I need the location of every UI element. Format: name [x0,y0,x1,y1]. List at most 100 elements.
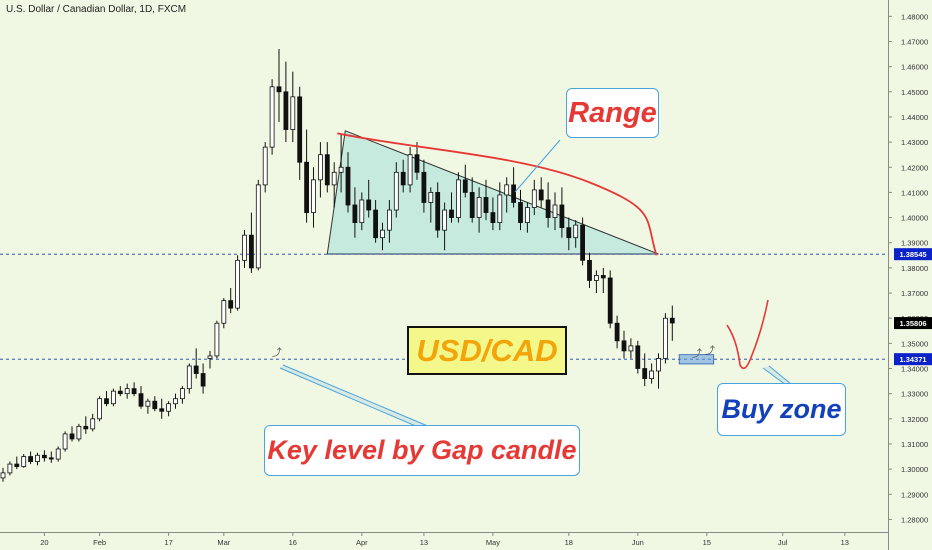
candle-body [338,166,344,173]
candle-body [587,259,592,281]
candle [504,177,510,213]
candle-body [207,355,213,359]
candle [393,162,399,218]
candle [462,164,468,198]
candle [476,187,482,233]
candle [386,199,392,243]
candle-body [200,373,206,387]
candle-body [490,212,496,224]
candle [483,179,489,221]
x-tick-label: 18 [565,538,573,547]
candle [428,187,434,223]
candle [235,255,241,311]
y-tick-label: 1.47000 [901,38,928,47]
y-tick-label: 1.45000 [901,88,928,97]
candle-body [304,161,310,213]
candle [669,305,675,341]
candle [28,451,34,465]
candle [138,386,144,409]
candle-body [525,207,530,224]
candle [283,61,289,143]
candle-body [83,425,89,430]
candle-body [255,184,261,269]
candle [290,71,296,143]
candle [42,450,47,462]
x-tick-label: Apr [356,538,368,547]
candle-body [104,398,109,405]
y-tick-label: 1.48000 [901,12,928,21]
candle-body [435,192,441,231]
candle [331,162,337,208]
range-callout: Range [566,88,659,138]
candle-body [607,277,613,324]
y-tick-label: 1.43000 [901,138,928,147]
candle [173,393,178,409]
candle-body [421,171,427,203]
candle [545,182,551,228]
gap-marker-icon: ⤴ [705,344,715,357]
candle [21,454,27,468]
candle-body [449,209,454,218]
candle-body [538,189,544,201]
y-tick-label: 1.35000 [901,339,928,348]
price-badge-label: 1.34371 [899,355,926,364]
candle [442,202,448,251]
candle-body [359,199,365,224]
candle [600,267,606,294]
candle [559,187,565,238]
candle [469,177,475,223]
gap-marker-icon: ⤴ [692,347,702,360]
candle-body [656,358,661,372]
x-tick-label: 13 [420,538,428,547]
candle-body [276,86,282,93]
candle [324,142,330,193]
candle [511,167,517,208]
candle-body [642,368,648,379]
candle [407,147,413,193]
candle [311,167,316,228]
x-tick-label: 15 [703,538,711,547]
candle [531,179,537,216]
y-tick-label: 1.29000 [901,490,928,499]
candle [214,320,220,359]
candle-body [442,209,448,231]
candle-body [76,425,82,440]
price-axis-area [888,0,932,550]
candle-body [283,91,289,130]
candle-body [62,433,68,450]
candle [345,152,351,213]
candle [490,197,496,231]
candle-body [179,388,185,400]
candle [449,192,454,223]
candle [552,192,558,231]
candle-body [173,398,178,405]
candle-body [373,209,379,239]
candle-body [131,388,137,395]
price-badge [894,317,932,330]
candle-body [573,224,579,239]
y-tick-label: 1.46000 [901,63,928,72]
range-curve [337,132,658,256]
candle [248,212,254,273]
candle-body [55,448,61,460]
y-tick-label: 1.42000 [901,163,928,172]
candle [566,217,572,251]
candle [573,220,579,248]
candle-body [242,234,247,261]
candle-body [28,456,34,462]
candle [414,142,420,180]
candle [117,386,123,397]
x-tick-label: Feb [93,538,106,547]
candle-body [497,194,503,224]
candle-body [48,457,54,460]
candle-body [166,403,172,412]
candle-body [159,408,165,412]
candle-body [69,433,75,440]
candle-body [352,204,358,224]
candle-body [124,388,130,395]
y-tick-label: 1.44000 [901,113,928,122]
y-tick-label: 1.32000 [901,415,928,424]
candle-body [331,171,337,186]
candle [90,413,96,432]
